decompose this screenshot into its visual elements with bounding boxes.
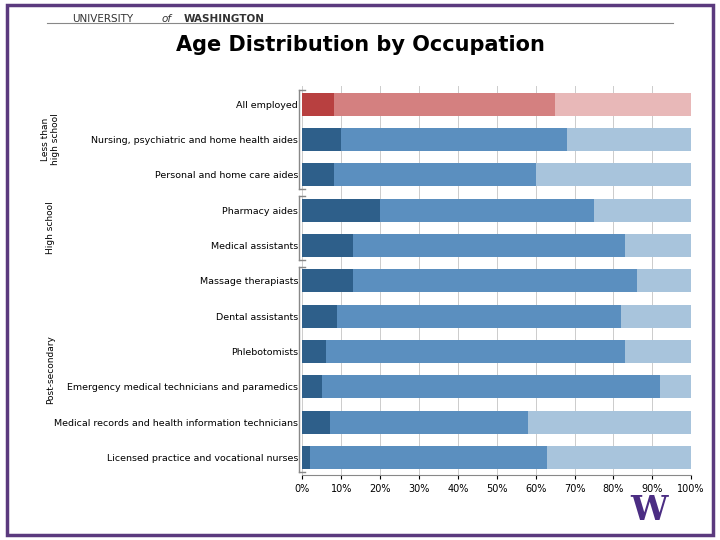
Text: W: W <box>630 494 667 526</box>
Bar <box>302 92 333 116</box>
Bar <box>322 375 660 399</box>
Bar <box>547 446 691 469</box>
Bar <box>555 92 691 116</box>
Text: Age Distribution by Occupation: Age Distribution by Occupation <box>176 35 544 55</box>
Bar <box>536 163 691 186</box>
Bar <box>353 269 636 292</box>
Bar <box>625 340 691 363</box>
Bar <box>302 128 341 151</box>
Text: Less than
high school: Less than high school <box>41 113 60 165</box>
Text: UNIVERSITY: UNIVERSITY <box>72 14 133 24</box>
Bar <box>302 199 380 221</box>
Bar <box>302 375 322 399</box>
Bar <box>302 305 338 328</box>
Bar <box>625 234 691 257</box>
Bar <box>333 92 555 116</box>
Bar <box>302 411 330 434</box>
Legend: Age 18-22, Age 23-49, Age 50-74: Age 18-22, Age 23-49, Age 50-74 <box>343 536 651 540</box>
Bar <box>338 305 621 328</box>
Text: Post-secondary: Post-secondary <box>46 335 55 403</box>
Text: of: of <box>162 14 172 24</box>
Bar <box>325 340 625 363</box>
Bar <box>660 375 691 399</box>
Bar <box>310 446 547 469</box>
Bar <box>567 128 691 151</box>
Bar <box>302 234 353 257</box>
Bar <box>330 411 528 434</box>
Bar <box>353 234 625 257</box>
Text: High school: High school <box>46 201 55 254</box>
Text: WASHINGTON: WASHINGTON <box>184 14 265 24</box>
Bar <box>333 163 536 186</box>
Bar <box>302 269 353 292</box>
Bar <box>636 269 691 292</box>
Bar <box>302 446 310 469</box>
Bar <box>302 163 333 186</box>
Bar <box>302 340 325 363</box>
Bar <box>594 199 691 221</box>
Bar <box>380 199 594 221</box>
Bar <box>341 128 567 151</box>
Bar <box>621 305 691 328</box>
Bar <box>528 411 691 434</box>
